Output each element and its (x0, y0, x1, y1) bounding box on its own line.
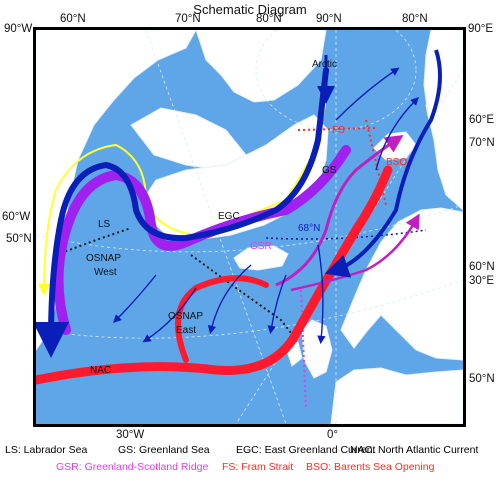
british-isles (301, 319, 333, 379)
label-top-70n: 70°N (175, 13, 201, 25)
iceland (233, 245, 289, 271)
label-gsr: GSR (250, 241, 272, 252)
map-title: Schematic Diagram (193, 2, 307, 17)
label-ls: LS (98, 219, 111, 230)
label-gs: GS (322, 165, 337, 176)
ls-loop (53, 145, 351, 335)
transformed-current (275, 135, 404, 287)
legend-egc: EGC: East Greenland Current (236, 444, 376, 456)
legend-fs: FS: Fram Strait (222, 461, 294, 473)
label-68n: 68°N (298, 223, 321, 234)
label-right-70n: 70°N (469, 137, 495, 149)
thin-blue-flows (113, 67, 419, 345)
egc-current (36, 67, 329, 358)
legend-ls: LS: Labrador Sea (5, 444, 88, 456)
legend-gsr: GSR: Greenland-Scotland Ridge (56, 461, 209, 473)
label-top-90e: 90°E (468, 23, 494, 35)
label-fs: FS (332, 125, 345, 136)
label-top-80n-e: 80°N (402, 13, 428, 25)
legend-gs: GS: Greenland Sea (118, 444, 210, 456)
label-right-30e: 30°E (469, 275, 495, 287)
label-osnap-east-2: East (176, 325, 197, 336)
label-arctic: Arctic (312, 59, 337, 70)
label-osnap-east-1: OSNAP (168, 311, 204, 322)
label-bottom-30w: 30°W (116, 429, 145, 441)
label-right-50n: 50°N (469, 373, 495, 385)
label-top-60n: 60°N (60, 13, 86, 25)
label-bottom-0: 0° (327, 429, 338, 441)
arctic-islands (195, 30, 327, 103)
nac-current (36, 165, 393, 385)
fs-section (297, 127, 377, 131)
label-osnap-west-1: OSNAP (86, 253, 122, 264)
map-frame: Arctic FS BSO GS EGC 68°N GSR LS OSNAP W… (33, 27, 466, 427)
label-top-80n: 80°N (256, 13, 282, 25)
label-egc: EGC (218, 211, 240, 222)
label-left-50n: 50°N (6, 233, 32, 245)
legend-bso: BSO: Barents Sea Opening (306, 461, 435, 473)
map-svg (36, 30, 463, 424)
label-left-60w: 60°W (2, 211, 31, 223)
coastal-current (38, 89, 329, 296)
scandinavia (340, 207, 463, 361)
siberia (423, 30, 463, 211)
gsr-section (300, 289, 307, 411)
label-nac: NAC (90, 365, 112, 376)
label-right-60n: 60°N (469, 261, 495, 273)
legend-nac: NAC: North Atlantic Current (350, 444, 479, 456)
label-right-60e: 60°E (469, 114, 495, 126)
label-bso: BSO (386, 157, 408, 168)
label-top-90n: 90°N (316, 13, 342, 25)
arctic-return (324, 49, 442, 278)
europe (330, 367, 463, 424)
transformed-branch (290, 213, 420, 292)
label-top-90w: 90°W (4, 23, 33, 35)
label-osnap-west-2: West (94, 267, 117, 278)
